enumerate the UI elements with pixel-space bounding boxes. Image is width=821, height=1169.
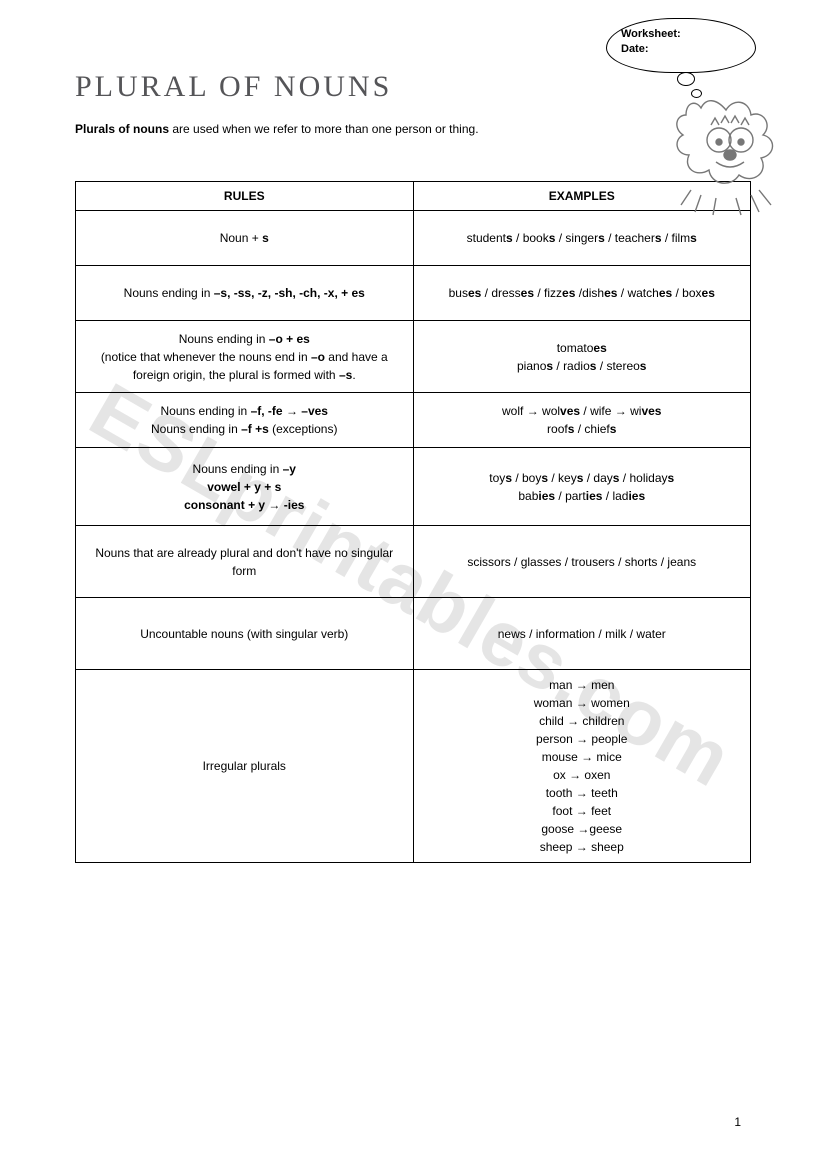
cloud-shape: Worksheet: Date:: [606, 18, 756, 73]
table-row: Nouns ending in –f, -fe → –vesNouns endi…: [76, 393, 751, 448]
example-cell: toys / boys / keys / days / holidaysbabi…: [413, 448, 751, 526]
bubble-line-date: Date:: [621, 42, 741, 57]
table-row: Nouns that are already plural and don't …: [76, 526, 751, 598]
example-cell: buses / dresses / fizzes /dishes / watch…: [413, 266, 751, 321]
garfield-illustration: [661, 90, 791, 220]
intro-rest: are used when we refer to more than one …: [169, 122, 479, 136]
page-number: 1: [734, 1115, 741, 1129]
intro-bold: Plurals of nouns: [75, 122, 169, 136]
table-row: Nouns ending in –o + es(notice that when…: [76, 321, 751, 393]
table-row: Nouns ending in –yvowel + y + sconsonant…: [76, 448, 751, 526]
rule-cell: Uncountable nouns (with singular verb): [76, 598, 414, 670]
table-row: Noun + sstudents / books / singers / tea…: [76, 211, 751, 266]
example-cell: news / information / milk / water: [413, 598, 751, 670]
example-cell: man → menwoman → womenchild → childrenpe…: [413, 670, 751, 863]
table-row: Nouns ending in –s, -ss, -z, -sh, -ch, -…: [76, 266, 751, 321]
rule-cell: Nouns ending in –s, -ss, -z, -sh, -ch, -…: [76, 266, 414, 321]
meta-thought-bubble: Worksheet: Date:: [606, 18, 761, 88]
rules-table: RULES EXAMPLES Noun + sstudents / books …: [75, 181, 751, 863]
rule-cell: Noun + s: [76, 211, 414, 266]
example-cell: tomatoespianos / radios / stereos: [413, 321, 751, 393]
example-cell: wolf → wolves / wife → wivesroofs / chie…: [413, 393, 751, 448]
rule-cell: Nouns ending in –yvowel + y + sconsonant…: [76, 448, 414, 526]
rule-cell: Nouns ending in –o + es(notice that when…: [76, 321, 414, 393]
bubble-line-worksheet: Worksheet:: [621, 27, 741, 42]
intro-text: Plurals of nouns are used when we refer …: [75, 122, 751, 136]
header-rules: RULES: [76, 182, 414, 211]
table-header-row: RULES EXAMPLES: [76, 182, 751, 211]
example-cell: scissors / glasses / trousers / shorts /…: [413, 526, 751, 598]
table-row: Uncountable nouns (with singular verb)ne…: [76, 598, 751, 670]
rule-cell: Irregular plurals: [76, 670, 414, 863]
table-row: Irregular pluralsman → menwoman → womenc…: [76, 670, 751, 863]
rule-cell: Nouns that are already plural and don't …: [76, 526, 414, 598]
worksheet-page: Worksheet: Date: PLURAL OF NOUNS Plurals…: [0, 0, 821, 1169]
rule-cell: Nouns ending in –f, -fe → –vesNouns endi…: [76, 393, 414, 448]
